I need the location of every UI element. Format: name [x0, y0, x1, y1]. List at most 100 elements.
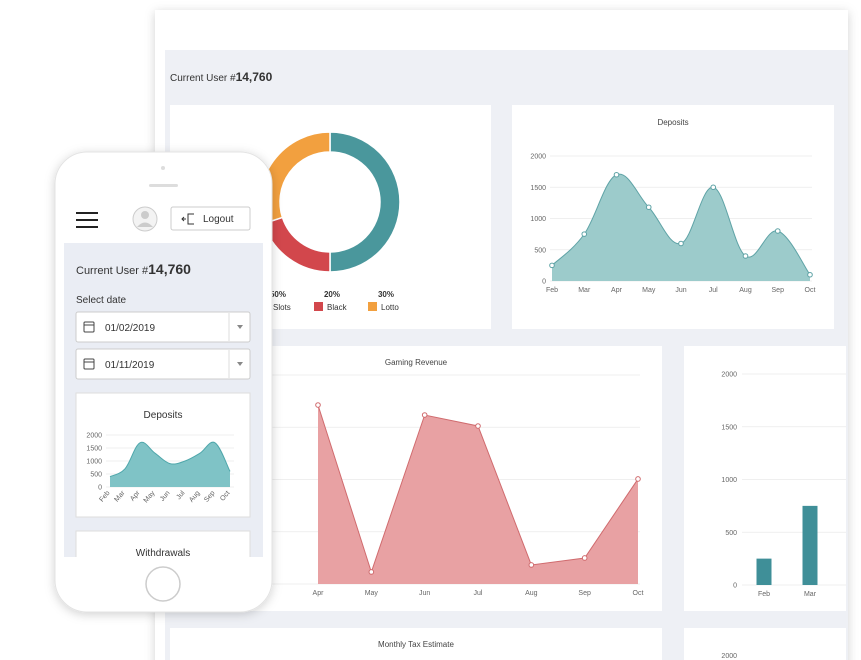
dropdown-arrow [237, 362, 243, 366]
area-line [109, 441, 231, 478]
x-tick-label: Jun [419, 590, 430, 597]
speaker [149, 184, 178, 187]
y-tick-label: 1500 [721, 424, 737, 431]
data-point [774, 228, 781, 234]
current-user: Current User #14,760 [170, 70, 273, 84]
legend-swatch [314, 302, 323, 311]
y-tick-label: 2000 [721, 653, 737, 660]
chart-title: Deposits [657, 118, 688, 127]
dropdown-arrow [237, 325, 243, 329]
card [75, 392, 251, 518]
y-tick-label: 2000 [86, 433, 102, 440]
y-tick-label: 1000 [721, 477, 737, 484]
bar [756, 558, 772, 585]
y-tick-label: 1500 [86, 446, 102, 453]
x-tick-label: Jul [709, 287, 718, 294]
user-label: Current User # [76, 265, 149, 277]
legend-label: Slots [273, 303, 291, 312]
legend-swatch [368, 302, 377, 311]
data-point [581, 231, 588, 237]
area-fill [552, 174, 810, 281]
chart-title: Gaming Revenue [385, 358, 448, 367]
data-point [807, 271, 813, 278]
card [684, 628, 846, 660]
user-label: Current User # [170, 73, 236, 84]
chart-title: Deposits [144, 410, 183, 421]
desktop: Current User #14,760 Deposits Gaming Rev… [155, 10, 848, 660]
home-button[interactable] [145, 566, 181, 602]
value-label: 20% [324, 290, 340, 299]
avatar[interactable] [132, 206, 158, 232]
y-tick-label: 0 [542, 279, 546, 286]
y-tick-label: 500 [90, 472, 102, 479]
x-tick-label: Mar [804, 591, 817, 598]
data-point [549, 262, 555, 269]
x-tick-label: Oct [633, 590, 644, 597]
select-date-label: Select date [76, 295, 126, 306]
value-label: 50% [270, 290, 286, 299]
card [170, 628, 662, 660]
data-point [368, 569, 375, 575]
x-tick-label: Aug [739, 287, 752, 294]
y-tick-label: 1000 [530, 216, 546, 223]
date-input[interactable]: 01/11/2019 [75, 348, 251, 380]
calendar-icon [83, 321, 95, 333]
x-tick-label: May [642, 287, 656, 294]
legend-label: Lotto [381, 303, 399, 312]
data-point [742, 253, 749, 259]
current-user: Current User #14,760 [76, 261, 191, 277]
y-tick-label: 0 [733, 583, 737, 590]
donut-segment [329, 131, 401, 273]
legend-label: Black [327, 303, 348, 312]
user-id: 14,760 [148, 261, 191, 277]
logout-icon [181, 213, 194, 225]
calendar-icon [83, 358, 95, 370]
date-input[interactable]: 01/02/2019 [75, 311, 251, 343]
x-tick-label: Sep [772, 287, 785, 294]
card-title: Withdrawals [136, 548, 190, 559]
card [512, 105, 834, 329]
phone: Logout Current User #14,760 Select date … [54, 151, 273, 613]
y-tick-label: 1000 [86, 459, 102, 466]
x-tick-label: Jul [175, 489, 186, 501]
input-box [75, 348, 251, 380]
x-tick-label: Feb [758, 591, 770, 598]
x-tick-label: Jun [675, 287, 686, 294]
chart-title: Monthly Tax Estimate [378, 640, 454, 649]
data-point [528, 562, 535, 568]
y-tick-label: 0 [98, 485, 102, 492]
value-label: 30% [378, 290, 394, 299]
menu-icon[interactable] [76, 212, 98, 228]
area-fill [318, 404, 638, 584]
user-id: 14,760 [236, 70, 273, 84]
data-point [645, 204, 652, 211]
data-point [613, 171, 620, 178]
camera [161, 166, 165, 170]
card [75, 530, 251, 557]
x-tick-label: Aug [525, 590, 538, 597]
data-point [635, 476, 641, 482]
x-tick-label: Oct [805, 287, 816, 294]
x-tick-label: May [365, 590, 379, 597]
date-value: 01/02/2019 [105, 323, 155, 334]
date-value: 01/11/2019 [105, 360, 155, 371]
data-point [710, 184, 717, 191]
logout-label[interactable]: Logout [203, 214, 234, 225]
y-tick-label: 2000 [721, 372, 737, 379]
data-point [475, 423, 481, 429]
x-tick-label: Apr [313, 590, 325, 597]
y-tick-label: 1500 [530, 185, 546, 192]
x-tick-label: Apr [611, 287, 623, 294]
x-tick-label: Jul [474, 590, 483, 597]
y-tick-label: 500 [534, 247, 546, 254]
phone-screen: Logout Current User #14,760 Select date … [64, 195, 263, 559]
data-point [678, 240, 684, 247]
x-tick-label: Feb [546, 287, 558, 294]
data-point [421, 412, 428, 418]
x-tick-label: Sep [578, 590, 591, 597]
data-point [581, 555, 588, 561]
bar [802, 505, 818, 585]
y-tick-label: 2000 [530, 154, 546, 161]
data-point [315, 402, 321, 408]
x-tick-label: Mar [578, 287, 591, 294]
